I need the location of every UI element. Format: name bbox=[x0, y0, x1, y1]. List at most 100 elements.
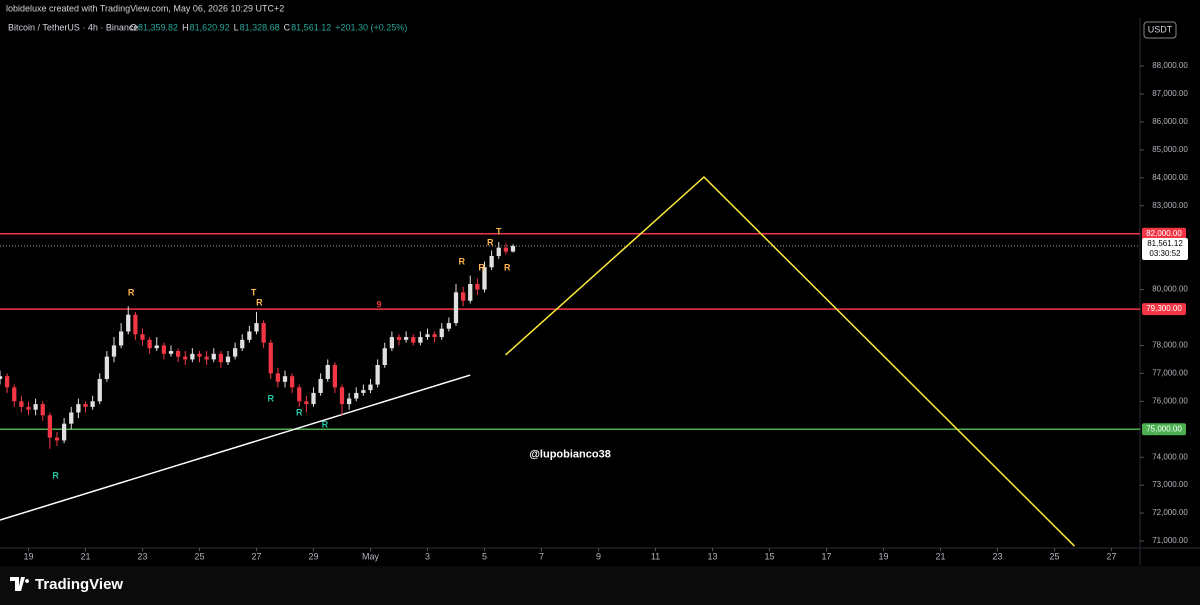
y-tick-label: 71,000.00 bbox=[1152, 536, 1188, 545]
candle-body bbox=[204, 356, 209, 360]
candle-body bbox=[261, 323, 266, 343]
candle-body bbox=[510, 245, 516, 252]
candle-body bbox=[254, 323, 259, 332]
candle-body bbox=[482, 267, 487, 290]
last-price-label: 81,561.12 bbox=[1147, 239, 1183, 248]
signal-label: T bbox=[251, 287, 257, 297]
candle-body bbox=[503, 247, 509, 252]
level-label: 82,000.00 bbox=[1146, 229, 1182, 238]
currency-box[interactable] bbox=[1143, 21, 1177, 39]
ohlc-value: 81,620.92 bbox=[190, 22, 230, 32]
candle-body bbox=[297, 387, 302, 402]
x-tick-label: 27 bbox=[1106, 551, 1116, 561]
candle-body bbox=[0, 376, 3, 379]
y-tick-label: 74,000.00 bbox=[1152, 452, 1188, 461]
candle-body bbox=[318, 378, 323, 393]
x-tick-label: 25 bbox=[194, 551, 204, 561]
ohlc-value: 81,561.12 bbox=[291, 22, 331, 32]
candle-body bbox=[232, 348, 238, 357]
y-tick-label: 73,000.00 bbox=[1152, 480, 1188, 489]
x-tick-label: 19 bbox=[878, 551, 888, 561]
footer bbox=[0, 566, 1200, 605]
candle-body bbox=[76, 404, 81, 413]
x-tick-label: 3 bbox=[425, 551, 430, 561]
level-label: 79,300.00 bbox=[1146, 304, 1182, 313]
level-tag bbox=[1142, 303, 1186, 316]
candle-body bbox=[147, 339, 152, 349]
candle-body bbox=[54, 437, 60, 441]
candle-body bbox=[190, 353, 195, 360]
candle-body bbox=[211, 353, 216, 360]
candle-body bbox=[418, 337, 423, 343]
candle-body bbox=[368, 384, 373, 391]
candle-body bbox=[446, 323, 452, 329]
y-tick-label: 86,000.00 bbox=[1152, 117, 1188, 126]
candle-body bbox=[4, 376, 10, 388]
candle-body bbox=[425, 334, 430, 338]
ohlc-value: 81,359.82 bbox=[138, 22, 178, 32]
candle-body bbox=[111, 345, 117, 357]
candle-body bbox=[47, 415, 53, 438]
candle-body bbox=[40, 404, 45, 416]
candle-body bbox=[133, 314, 138, 335]
candle-body bbox=[90, 401, 95, 407]
signal-label: R bbox=[256, 297, 263, 307]
candle-body bbox=[403, 337, 409, 340]
countdown: 03:30:52 bbox=[1149, 249, 1181, 258]
candle-body bbox=[26, 406, 31, 410]
candle-body bbox=[83, 404, 88, 407]
candle-body bbox=[161, 345, 167, 354]
candle-body bbox=[496, 247, 501, 257]
candle-body bbox=[439, 328, 444, 338]
candle-body bbox=[197, 353, 202, 357]
x-tick-label: 9 bbox=[596, 551, 601, 561]
x-tick-label: May bbox=[362, 551, 380, 561]
candle-body bbox=[97, 378, 102, 402]
candle-body bbox=[389, 337, 395, 349]
candle-body bbox=[346, 398, 352, 405]
level-tag bbox=[1142, 227, 1186, 240]
trendline bbox=[0, 374, 471, 521]
candle-body bbox=[19, 401, 24, 407]
candle-body bbox=[311, 392, 316, 405]
y-tick-label: 77,000.00 bbox=[1152, 368, 1188, 377]
candle-body bbox=[411, 337, 416, 343]
signal-label: R bbox=[268, 393, 275, 403]
currency[interactable]: USDT bbox=[1148, 24, 1173, 34]
level-tag bbox=[1142, 423, 1186, 436]
candle-body bbox=[175, 351, 181, 357]
ohlc-key: H bbox=[182, 22, 189, 32]
y-tick-label: 72,000.00 bbox=[1152, 508, 1188, 517]
signal-label: T bbox=[496, 226, 502, 236]
candle-body bbox=[126, 314, 131, 332]
signal-label: R bbox=[128, 287, 135, 297]
ohlc-key: O bbox=[130, 22, 137, 32]
x-tick-label: 23 bbox=[992, 551, 1002, 561]
trendline bbox=[505, 175, 1075, 547]
brand: TradingView bbox=[35, 576, 123, 593]
candle-body bbox=[325, 365, 330, 379]
signal-label: R bbox=[322, 419, 329, 429]
candle-body bbox=[247, 331, 252, 340]
candle-body bbox=[154, 345, 159, 349]
candle-body bbox=[339, 387, 345, 405]
candle-body bbox=[453, 292, 459, 324]
candle-body bbox=[460, 292, 466, 301]
candle-body bbox=[69, 412, 74, 424]
y-tick-label: 80,000.00 bbox=[1152, 285, 1188, 294]
last-price-tag bbox=[1142, 237, 1188, 260]
candle-body bbox=[282, 376, 288, 382]
candle-body bbox=[225, 356, 231, 363]
candle-body bbox=[33, 404, 38, 410]
annotation: @lupobianco38 bbox=[529, 448, 611, 460]
brand-logo bbox=[10, 577, 30, 591]
x-tick-label: 29 bbox=[308, 551, 318, 561]
candle-body bbox=[468, 283, 473, 301]
ohlc-key: L bbox=[234, 22, 239, 32]
candle-body bbox=[275, 373, 281, 382]
symbol: Bitcoin / TetherUS · 4h · Binance bbox=[8, 22, 138, 32]
signal-label: R bbox=[296, 407, 303, 417]
signal-label: R bbox=[478, 262, 485, 272]
